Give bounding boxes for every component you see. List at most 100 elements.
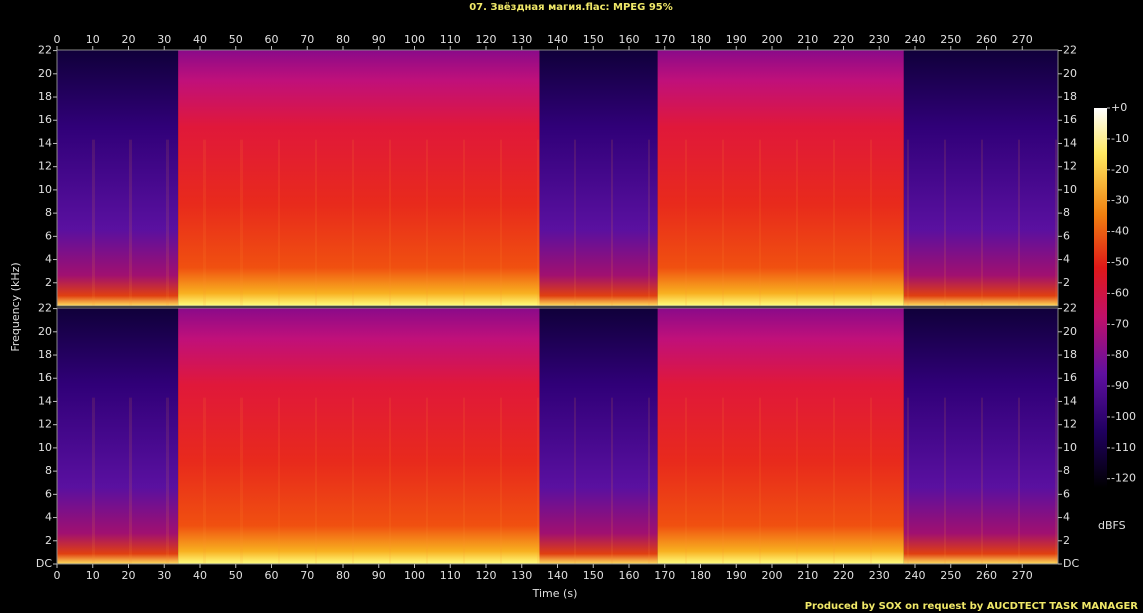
y-tick-label: 2 (45, 534, 52, 547)
x-tick-label: 90 (372, 569, 386, 582)
y-tick-label: 14 (1063, 136, 1077, 149)
x-tick-label: 30 (157, 569, 171, 582)
y-tick-label: 18 (1063, 90, 1077, 103)
x-tick-label: 220 (833, 569, 854, 582)
x-tick-label: 150 (583, 569, 604, 582)
x-tick-label: 210 (797, 569, 818, 582)
colorbar-tick-label: -120 (1111, 472, 1136, 485)
x-tick-label: 270 (1012, 569, 1033, 582)
y-tick-label: 22 (38, 302, 52, 315)
y-tick-label: DC (1063, 557, 1079, 570)
x-tick-label: 250 (940, 569, 961, 582)
y-tick-label: 20 (1063, 325, 1077, 338)
x-tick-label: 80 (336, 569, 350, 582)
colorbar-label: dBFS (1098, 519, 1126, 532)
y-tick-label: 16 (38, 113, 52, 126)
colorbar-tick-label: -110 (1111, 441, 1136, 454)
x-tick-label: 260 (976, 33, 997, 46)
x-tick-label: 20 (122, 569, 136, 582)
colorbar-tick-label: -100 (1111, 410, 1136, 423)
y-tick-label: 6 (45, 487, 52, 500)
x-tick-label: 110 (440, 33, 461, 46)
x-tick-label: 200 (762, 569, 783, 582)
y-tick-label: 6 (1063, 229, 1070, 242)
y-tick-label: 2 (1063, 534, 1070, 547)
x-tick-label: 240 (905, 569, 926, 582)
x-tick-label: 190 (726, 33, 747, 46)
spectrum-region (539, 308, 658, 564)
x-tick-label: 220 (833, 33, 854, 46)
spectrum-region (178, 50, 540, 306)
x-tick-label: 110 (440, 569, 461, 582)
y-tick-label: 14 (38, 136, 52, 149)
x-tick-label: 200 (762, 33, 783, 46)
y-tick-label: 20 (38, 325, 52, 338)
x-tick-label: 40 (193, 33, 207, 46)
spectrum-region (57, 50, 179, 306)
colorbar-tick-label: -30 (1111, 194, 1129, 207)
x-tick-label: 50 (229, 33, 243, 46)
colorbar-tick-label: -10 (1111, 132, 1129, 145)
x-tick-label: 260 (976, 569, 997, 582)
colorbar-tick-label: -20 (1111, 163, 1129, 176)
y-tick-label: 12 (1063, 160, 1077, 173)
x-tick-label: 180 (690, 33, 711, 46)
colorbar-tick-label: -70 (1111, 317, 1129, 330)
x-tick-label: 120 (476, 569, 497, 582)
y-tick-label: 18 (38, 90, 52, 103)
x-tick-label: 140 (547, 569, 568, 582)
x-tick-label: 210 (797, 33, 818, 46)
y-tick-label: 10 (1063, 183, 1077, 196)
y-tick-label: 12 (38, 418, 52, 431)
x-tick-label: 230 (869, 569, 890, 582)
y-tick-label: 8 (1063, 464, 1070, 477)
x-tick-label: 70 (300, 33, 314, 46)
x-axis-label: Time (s) (532, 587, 578, 600)
spectrum-region (178, 308, 540, 564)
x-tick-label: 270 (1012, 33, 1033, 46)
x-tick-label: 160 (619, 569, 640, 582)
y-tick-label: 4 (1063, 253, 1070, 266)
x-tick-label: 120 (476, 33, 497, 46)
x-tick-label: 10 (86, 33, 100, 46)
y-axis-label: Frequency (kHz) (9, 262, 22, 351)
x-tick-label: 80 (336, 33, 350, 46)
y-tick-label: 4 (45, 511, 52, 524)
y-tick-label: 16 (1063, 113, 1077, 126)
y-tick-label: 10 (38, 183, 52, 196)
x-tick-label: 250 (940, 33, 961, 46)
x-tick-label: 230 (869, 33, 890, 46)
x-tick-label: 170 (654, 33, 675, 46)
colorbar-tick-label: -60 (1111, 286, 1129, 299)
y-tick-label: 18 (38, 348, 52, 361)
y-tick-label: 16 (1063, 371, 1077, 384)
y-tick-label: 2 (45, 276, 52, 289)
y-tick-label: 14 (38, 394, 52, 407)
y-tick-label: 12 (38, 160, 52, 173)
x-tick-label: 130 (511, 33, 532, 46)
y-tick-label: 6 (1063, 487, 1070, 500)
y-tick-label: DC (36, 557, 52, 570)
spectrum-region (57, 308, 179, 564)
colorbar-tick-label: -40 (1111, 225, 1129, 238)
y-tick-label: 12 (1063, 418, 1077, 431)
x-tick-label: 240 (905, 33, 926, 46)
y-tick-label: 6 (45, 229, 52, 242)
y-tick-label: 16 (38, 371, 52, 384)
x-tick-label: 160 (619, 33, 640, 46)
y-tick-label: 20 (1063, 67, 1077, 80)
x-tick-label: 180 (690, 569, 711, 582)
x-tick-label: 60 (265, 33, 279, 46)
y-tick-label: 10 (1063, 441, 1077, 454)
x-tick-label: 150 (583, 33, 604, 46)
spectrum-region (539, 50, 658, 306)
y-tick-label: 22 (38, 44, 52, 57)
x-tick-label: 90 (372, 33, 386, 46)
y-tick-label: 4 (1063, 511, 1070, 524)
y-tick-label: 8 (45, 464, 52, 477)
colorbar-tick-label: -50 (1111, 255, 1129, 268)
spectrum-region (903, 308, 1058, 564)
colorbar (1094, 108, 1107, 488)
x-tick-label: 130 (511, 569, 532, 582)
